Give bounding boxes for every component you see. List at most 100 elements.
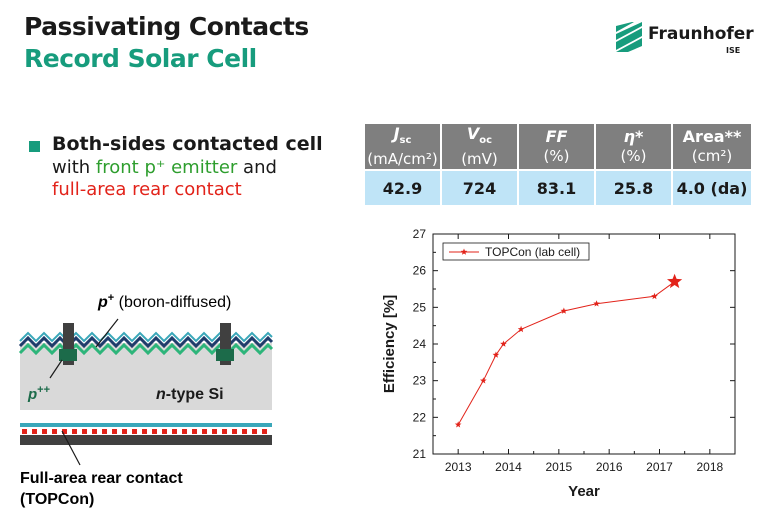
navy-texture-layer	[18, 335, 274, 349]
rear-dash	[142, 429, 147, 434]
pplusplus-region-left	[59, 349, 77, 361]
legend-box	[442, 242, 590, 261]
page-subtitle: Record Solar Cell	[24, 44, 257, 73]
y-tick-label: 27	[413, 227, 427, 241]
front-emitter-text: front p⁺ emitter	[95, 157, 238, 178]
pplusplus-label: p++	[27, 384, 50, 403]
plot-frame	[432, 233, 736, 455]
rear-dash	[192, 429, 197, 434]
rear-dash	[82, 429, 87, 434]
rear-dash	[252, 429, 257, 434]
bullet-square-icon	[29, 141, 40, 152]
front-contact-right	[220, 323, 231, 365]
rear-dash	[42, 429, 47, 434]
y-tick-label: 24	[413, 337, 427, 351]
rear-dash	[22, 429, 27, 434]
fraunhofer-logo-icon	[614, 22, 644, 52]
rear-dash	[102, 429, 107, 434]
y-tick-label: 26	[413, 264, 427, 278]
rear-dash	[62, 429, 67, 434]
rear-dash	[52, 429, 57, 434]
bullet-line-2-suffix: and	[237, 157, 277, 178]
x-tick-label: 2016	[596, 460, 623, 474]
rear-dash	[162, 429, 167, 434]
value-eta: 25.8	[595, 169, 673, 206]
legend-label: TOPCon (lab cell)	[485, 245, 580, 259]
x-tick-label: 2018	[696, 460, 723, 474]
header-eta: η* (%)	[595, 124, 673, 171]
rear-dash	[222, 429, 227, 434]
rear-dash	[172, 429, 177, 434]
value-voc: 724	[441, 169, 519, 206]
fraunhofer-logo: Fraunhofer ISE	[614, 18, 754, 58]
data-point	[560, 307, 568, 314]
logo-sub: ISE	[726, 46, 741, 55]
rear-contact-label-2: (TOPCon)	[20, 491, 94, 508]
rear-dash	[112, 429, 117, 434]
rear-oxide-layer	[20, 423, 272, 427]
x-tick-label: 2014	[495, 460, 522, 474]
efficiency-chart: 2013 2014 2015 2016 2017 2018 21 22 23 24 25 26 27 T…	[381, 227, 736, 500]
y-tick-label: 21	[413, 447, 427, 461]
rear-dash	[202, 429, 207, 434]
bullet-line-2: with front p⁺ emitter and	[52, 157, 277, 178]
data-point	[593, 300, 600, 307]
header-jsc: Jsc (mA/cm²)	[365, 124, 442, 171]
value-area: 4.0 (da)	[672, 169, 751, 206]
y-tick-label: 23	[413, 374, 427, 388]
rear-dash	[92, 429, 97, 434]
rear-dash	[152, 429, 157, 434]
ntype-si-label: n-type Si	[156, 386, 224, 403]
data-point	[480, 377, 487, 384]
series-line	[457, 281, 675, 425]
x-axis-label: Year	[568, 483, 600, 500]
rear-dash	[72, 429, 77, 434]
data-point	[500, 340, 507, 347]
header-ff: FF (%)	[518, 124, 596, 171]
y-axis-label: Efficiency [%]	[381, 295, 398, 393]
cell-cross-section-diagram: p+ (boron-diffused) p++ n-type Si Full-a…	[18, 292, 274, 508]
results-value-row: 42.9 724 83.1 25.8 4.0 (da)	[365, 169, 751, 206]
rear-dash	[212, 429, 217, 434]
results-table: Jsc (mA/cm²) Voc (mV) FF (%) η* (%) Area** (c…	[365, 124, 751, 206]
pplusplus-region-right	[216, 349, 234, 361]
rear-contact-arrow	[61, 430, 81, 466]
rear-contact-label-1: Full-area rear contact	[20, 470, 183, 487]
rear-dash	[132, 429, 137, 434]
data-point	[492, 351, 500, 358]
header-voc: Voc (mV)	[441, 124, 519, 171]
y-tick-label: 22	[413, 410, 427, 424]
x-tick-label: 2017	[646, 460, 673, 474]
x-tick-label: 2015	[545, 460, 572, 474]
rear-metal-contact	[20, 435, 272, 445]
data-point	[667, 273, 683, 289]
bullet-line-2-prefix: with	[52, 157, 96, 178]
rear-dash	[122, 429, 127, 434]
value-jsc: 42.9	[365, 169, 442, 206]
bullet-line-1: Both-sides contacted cell	[52, 133, 323, 155]
bullet-line-3: full-area rear contact	[52, 179, 242, 200]
results-header-row: Jsc (mA/cm²) Voc (mV) FF (%) η* (%) Area** (c…	[365, 124, 751, 171]
rear-dash	[262, 429, 267, 434]
rear-dash	[32, 429, 37, 434]
y-tick-label: 25	[413, 300, 427, 314]
data-point	[454, 421, 462, 428]
green-texture-layer	[18, 342, 274, 356]
rear-dash	[182, 429, 187, 434]
x-tick-label: 2013	[445, 460, 472, 474]
chart-legend: TOPCon (lab cell)	[442, 242, 590, 261]
p-label-arrow	[95, 318, 119, 348]
front-contact-left	[63, 323, 74, 365]
teal-texture-layer	[19, 331, 273, 343]
data-point	[651, 292, 658, 300]
data-point	[517, 325, 525, 333]
pplusplus-arrow	[49, 359, 63, 379]
rear-dash	[232, 429, 237, 434]
rear-dash	[242, 429, 247, 434]
page-title: Passivating Contacts	[24, 12, 309, 41]
logo-name: Fraunhofer	[648, 24, 754, 44]
value-ff: 83.1	[518, 169, 596, 206]
header-area: Area** (cm²)	[672, 124, 751, 171]
rear-doped-polysi-dashes	[22, 429, 267, 434]
p-boron-label: p+ (boron-diffused)	[97, 292, 231, 311]
